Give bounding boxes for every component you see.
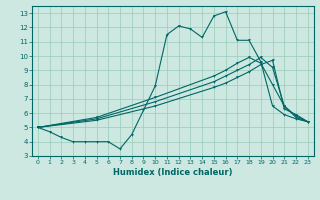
X-axis label: Humidex (Indice chaleur): Humidex (Indice chaleur): [113, 168, 233, 177]
